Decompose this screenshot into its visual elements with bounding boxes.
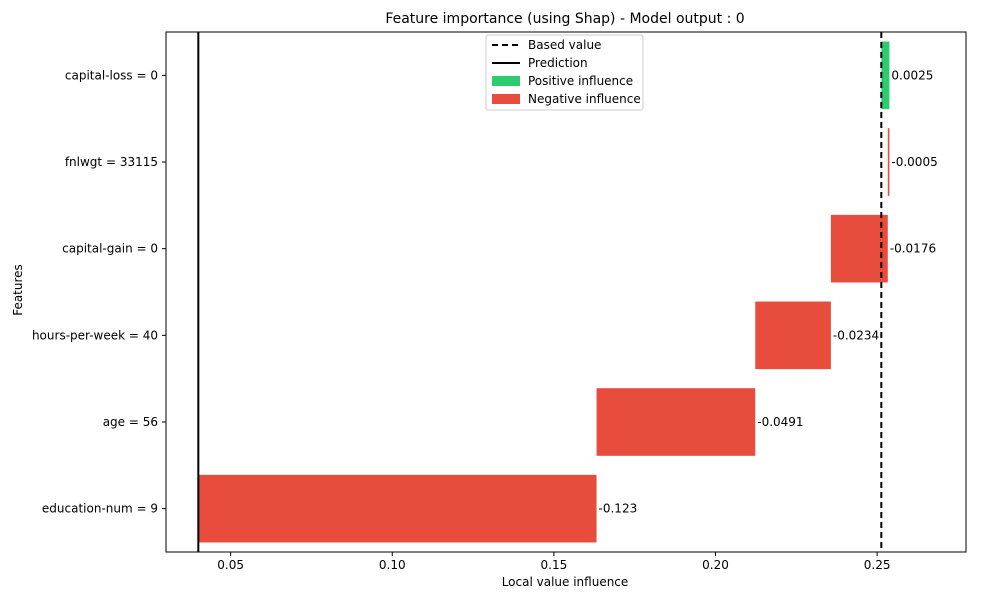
bar-value-label: -0.0005 (891, 155, 937, 169)
bar-4 (755, 301, 831, 370)
legend-box (485, 34, 644, 111)
x-tick-label: 0.15 (541, 558, 568, 572)
bar-value-label: -0.0234 (833, 328, 879, 342)
bar-2 (887, 128, 890, 196)
y-tick-label: capital-gain = 0 (62, 242, 158, 256)
y-tick-label: fnlwgt = 33115 (65, 155, 158, 169)
bar-value-label: -0.0176 (890, 242, 936, 256)
legend-label: Negative influence (528, 92, 641, 106)
x-axis-label: Local value influence (502, 575, 629, 589)
reference-lines (197, 32, 883, 552)
y-tick-label: capital-loss = 0 (65, 68, 158, 82)
bars-layer: 0.0025 -0.0005 -0.0176 -0.0234 -0.0491 -0.123 (198, 41, 938, 543)
legend-label: Prediction (528, 56, 588, 70)
legend: Based value Prediction Positive influence N… (485, 34, 644, 111)
y-tick-label: age = 56 (103, 415, 158, 429)
chart-title: Feature importance (using Shap) - Model … (385, 11, 744, 27)
plot-frame (165, 31, 967, 553)
bar-value-label: 0.0025 (891, 68, 933, 82)
bar-6 (198, 474, 597, 543)
x-axis-ticks: 0.05 0.10 0.15 0.20 0.25 (217, 552, 890, 572)
bar-value-label: -0.0491 (757, 415, 803, 429)
bar-value-label: -0.123 (599, 502, 638, 516)
legend-swatch (492, 76, 520, 86)
y-tick-label: education-num = 9 (42, 502, 158, 516)
x-tick-label: 0.25 (864, 558, 891, 572)
y-tick-label: hours-per-week = 40 (32, 328, 158, 342)
bar-1 (881, 41, 890, 110)
y-axis-label: Features (11, 264, 25, 316)
y-axis-ticks: capital-loss = 0 fnlwgt = 33115 capital-ga… (32, 68, 166, 516)
legend-swatch (492, 94, 520, 104)
bar-3 (830, 214, 888, 283)
bar-5 (596, 388, 756, 456)
legend-label: Positive influence (528, 74, 633, 88)
legend-label: Based value (528, 38, 601, 52)
x-tick-label: 0.20 (702, 558, 729, 572)
x-tick-label: 0.10 (379, 558, 406, 572)
x-tick-label: 0.05 (217, 558, 244, 572)
